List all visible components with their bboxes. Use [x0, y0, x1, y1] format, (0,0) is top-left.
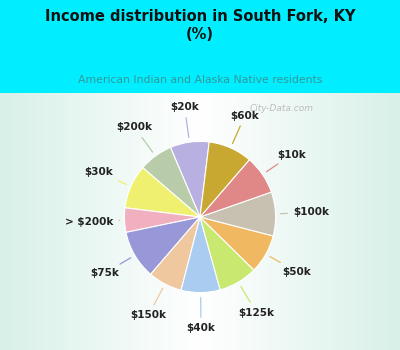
Wedge shape	[200, 192, 276, 236]
Wedge shape	[125, 168, 200, 217]
Text: $50k: $50k	[270, 257, 311, 276]
Text: $125k: $125k	[238, 286, 274, 317]
Wedge shape	[200, 217, 273, 270]
Text: $60k: $60k	[230, 111, 259, 144]
Text: > $200k: > $200k	[65, 217, 120, 226]
Text: $10k: $10k	[266, 149, 306, 172]
Text: Income distribution in South Fork, KY
(%): Income distribution in South Fork, KY (%…	[45, 9, 355, 42]
Text: $100k: $100k	[280, 208, 329, 217]
Text: American Indian and Alaska Native residents: American Indian and Alaska Native reside…	[78, 75, 322, 85]
Wedge shape	[200, 217, 254, 290]
Wedge shape	[200, 160, 271, 217]
Wedge shape	[170, 141, 209, 217]
Text: $40k: $40k	[186, 298, 216, 333]
Wedge shape	[124, 208, 200, 232]
Wedge shape	[181, 217, 220, 293]
Text: $200k: $200k	[117, 122, 153, 152]
Wedge shape	[151, 217, 200, 290]
Wedge shape	[126, 217, 200, 274]
Wedge shape	[143, 147, 200, 217]
Text: $150k: $150k	[130, 288, 166, 320]
Text: $75k: $75k	[90, 258, 131, 278]
Wedge shape	[200, 142, 249, 217]
Text: City-Data.com: City-Data.com	[250, 104, 314, 113]
Text: $20k: $20k	[170, 102, 199, 138]
Text: $30k: $30k	[84, 167, 126, 184]
